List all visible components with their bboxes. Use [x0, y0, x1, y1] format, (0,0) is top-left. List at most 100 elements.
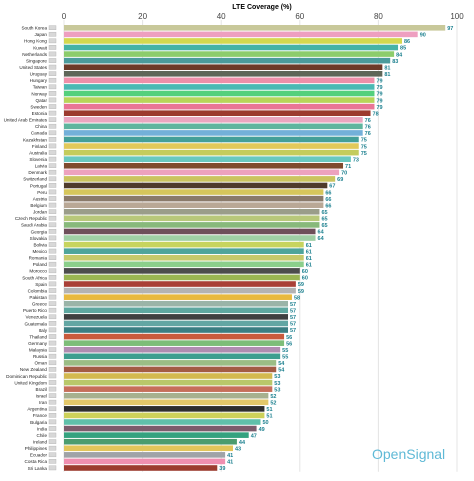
value-label: 81 [384, 72, 390, 78]
bar [64, 399, 269, 406]
value-label: 66 [325, 190, 331, 196]
category-label: Pakistan [29, 295, 47, 300]
category-label: Mexico [32, 249, 47, 254]
bar [64, 261, 304, 268]
category-label: South Korea [21, 26, 47, 31]
category-label: Slovenia [29, 157, 47, 162]
x-tick-label: 100 [450, 12, 464, 21]
flag-icon [48, 163, 57, 168]
flag-icon [48, 321, 57, 326]
flag-icon [48, 268, 57, 274]
value-label: 57 [290, 315, 296, 321]
value-label: 59 [298, 282, 304, 288]
value-label: 97 [447, 26, 453, 32]
category-label: Israel [36, 394, 47, 399]
category-label: Oman [34, 361, 47, 366]
value-label: 86 [404, 39, 410, 45]
value-label: 53 [274, 387, 280, 393]
category-label: South Africa [22, 275, 47, 280]
value-label: 65 [321, 223, 327, 229]
bar [64, 254, 304, 261]
bar [64, 110, 371, 117]
category-label: Latvia [35, 164, 48, 169]
flag-icon [48, 123, 57, 129]
category-label: Norway [31, 91, 47, 96]
value-label: 51 [266, 414, 272, 420]
flag-icon [48, 51, 57, 57]
bar [64, 44, 399, 51]
bar [64, 320, 289, 327]
value-label: 58 [294, 295, 300, 301]
bar [64, 379, 273, 386]
category-label: China [35, 124, 47, 129]
flag-icon [48, 360, 57, 366]
category-label: Malaysia [29, 348, 48, 353]
value-label: 75 [361, 144, 367, 150]
bar [64, 392, 269, 399]
value-label: 78 [373, 111, 379, 117]
category-label: Denmark [28, 170, 47, 175]
flag-icon [48, 77, 57, 83]
bar [64, 438, 237, 445]
flag-icon [48, 169, 57, 175]
category-label: United States [19, 65, 47, 70]
category-label: Georgia [31, 229, 48, 234]
value-label: 75 [361, 138, 367, 144]
bar [64, 143, 359, 149]
value-label: 64 [318, 230, 325, 236]
bar [64, 195, 324, 202]
bar [64, 425, 257, 432]
value-label: 52 [270, 400, 276, 406]
value-label: 67 [329, 184, 335, 190]
category-label: Portugal [30, 183, 47, 188]
flag-icon [48, 432, 57, 438]
value-label: 66 [325, 203, 331, 209]
value-label: 56 [286, 335, 292, 341]
flag-icon [48, 143, 57, 149]
category-label: Czech Republic [15, 216, 48, 221]
flag-icon [48, 91, 57, 96]
bar [64, 281, 296, 287]
bar [64, 406, 265, 412]
flag-icon [48, 255, 57, 260]
bar [64, 38, 402, 44]
flag-icon [48, 261, 57, 267]
flag-icon [48, 413, 57, 418]
flag-icon [48, 58, 57, 63]
category-label: Sri Lanka [28, 466, 48, 471]
bar [64, 136, 359, 143]
value-label: 79 [376, 85, 382, 91]
bar [64, 340, 285, 346]
category-label: Taiwan [33, 85, 48, 90]
category-label: Slovakia [30, 236, 48, 241]
value-label: 61 [306, 249, 312, 255]
bar [64, 432, 249, 438]
category-label: Romania [29, 256, 48, 261]
value-label: 41 [227, 460, 233, 466]
bar [64, 268, 300, 274]
value-label: 47 [251, 433, 257, 439]
flag-icon [48, 222, 57, 228]
bar [64, 123, 363, 130]
flag-icon [48, 150, 57, 155]
value-label: 79 [376, 92, 382, 98]
category-label: Belgium [30, 203, 47, 208]
bar [64, 353, 281, 360]
category-label: Spain [35, 282, 47, 287]
value-label: 54 [278, 368, 285, 374]
bar [64, 327, 289, 333]
bar [64, 307, 289, 314]
x-tick-label: 0 [62, 12, 67, 21]
bar [64, 70, 383, 77]
flag-icon [48, 215, 57, 221]
category-label: Bulgaria [30, 420, 47, 425]
category-label: Australia [29, 150, 47, 155]
bar [64, 366, 277, 373]
category-label: Guatemala [25, 321, 48, 326]
category-label: Finland [32, 144, 48, 149]
value-label: 84 [396, 52, 403, 58]
bar [64, 156, 351, 162]
category-label: Brazil [36, 387, 48, 392]
value-label: 75 [361, 151, 367, 157]
